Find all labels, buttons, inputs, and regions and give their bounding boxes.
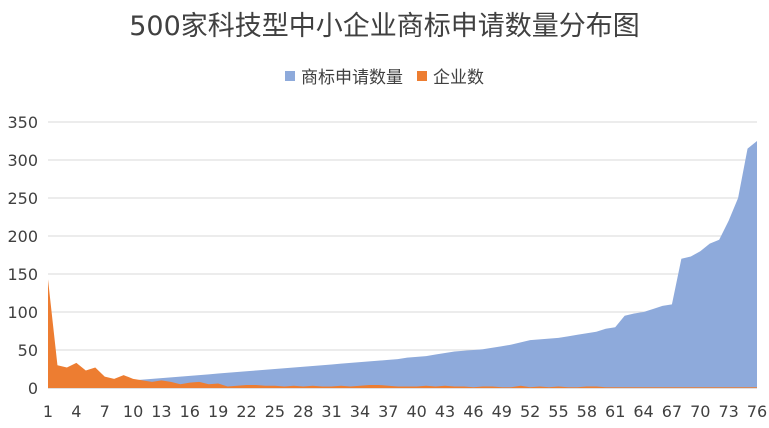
- y-tick-label: 100: [7, 303, 38, 322]
- x-tick-label: 70: [690, 402, 710, 421]
- y-tick-label: 250: [7, 189, 38, 208]
- x-tick-label: 4: [71, 402, 81, 421]
- x-tick-label: 40: [407, 402, 427, 421]
- y-tick-label: 350: [7, 113, 38, 132]
- x-tick-label: 7: [100, 402, 110, 421]
- legend-item-enterprise-count: 企业数: [417, 63, 484, 88]
- area-trademark-applications: [48, 141, 757, 388]
- y-tick-label: 0: [28, 379, 38, 398]
- y-tick-label: 150: [7, 265, 38, 284]
- x-tick-label: 58: [577, 402, 597, 421]
- x-tick-label: 73: [718, 402, 738, 421]
- x-tick-label: 37: [378, 402, 398, 421]
- x-tick-label: 22: [236, 402, 256, 421]
- legend-label-enterprise-count: 企业数: [433, 68, 484, 88]
- y-tick-label: 300: [7, 151, 38, 170]
- x-tick-label: 43: [435, 402, 455, 421]
- area-enterprise-count: [48, 279, 757, 388]
- x-tick-label: 13: [151, 402, 171, 421]
- legend: 商标申请数量 企业数: [0, 63, 769, 88]
- y-tick-label: 200: [7, 227, 38, 246]
- legend-label-trademark-applications: 商标申请数量: [301, 68, 403, 88]
- legend-swatch-trademark-applications: [285, 70, 295, 81]
- chart-title: 500家科技型中小企业商标申请数量分布图: [129, 11, 640, 42]
- x-tick-label: 52: [520, 402, 540, 421]
- legend-item-trademark-applications: 商标申请数量: [285, 63, 403, 88]
- x-tick-label: 76: [747, 402, 767, 421]
- x-tick-label: 16: [180, 402, 200, 421]
- x-tick-label: 25: [265, 402, 285, 421]
- x-tick-label: 1: [43, 402, 53, 421]
- x-tick-label: 61: [605, 402, 625, 421]
- x-tick-label: 28: [293, 402, 313, 421]
- x-tick-label: 10: [123, 402, 143, 421]
- x-tick-label: 34: [350, 402, 370, 421]
- x-tick-label: 49: [492, 402, 512, 421]
- x-tick-label: 64: [633, 402, 653, 421]
- x-tick-label: 46: [463, 402, 483, 421]
- x-tick-label: 19: [208, 402, 228, 421]
- x-tick-label: 55: [548, 402, 568, 421]
- x-tick-label: 31: [321, 402, 341, 421]
- y-tick-label: 50: [18, 341, 38, 360]
- legend-swatch-enterprise-count: [417, 70, 427, 81]
- x-tick-label: 67: [662, 402, 682, 421]
